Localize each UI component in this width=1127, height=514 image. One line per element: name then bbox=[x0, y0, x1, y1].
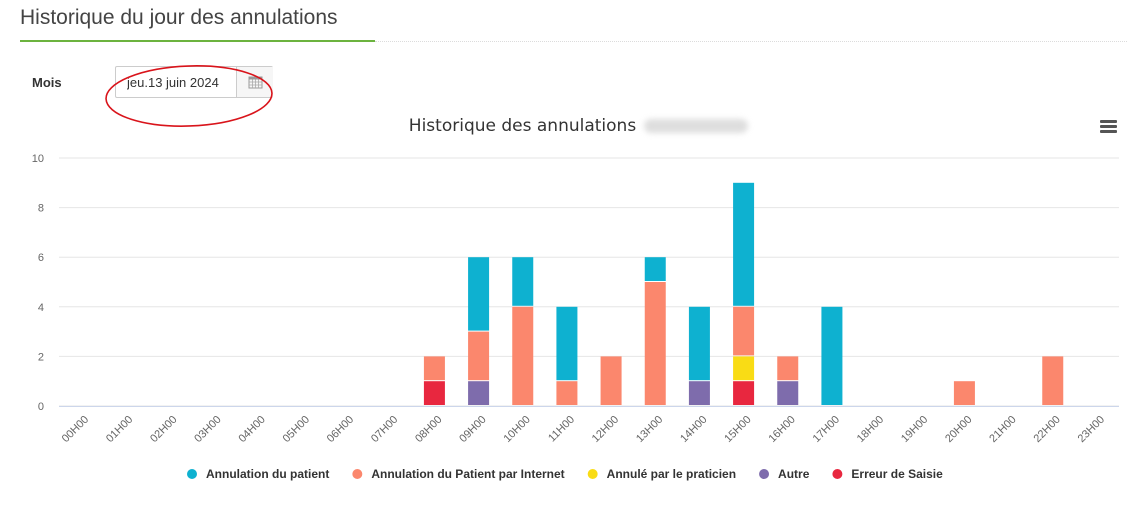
bar-segment bbox=[512, 257, 534, 306]
x-tick-label: 22H00 bbox=[1031, 414, 1062, 445]
x-tick-label: 20H00 bbox=[943, 414, 974, 445]
chart-title-container: Historique des annulations bbox=[0, 116, 1127, 136]
x-tick-label: 14H00 bbox=[678, 414, 709, 445]
legend-label: Autre bbox=[778, 467, 810, 481]
x-tick-label: 23H00 bbox=[1076, 414, 1107, 445]
legend-marker bbox=[352, 469, 363, 479]
bar-segment bbox=[556, 306, 578, 381]
y-tick-label: 2 bbox=[38, 351, 44, 363]
x-tick-label: 17H00 bbox=[811, 414, 842, 445]
x-tick-label: 10H00 bbox=[501, 414, 532, 445]
bar-segment bbox=[777, 356, 799, 381]
x-tick-label: 07H00 bbox=[369, 414, 400, 445]
x-tick-label: 01H00 bbox=[104, 414, 135, 445]
x-tick-label: 00H00 bbox=[60, 414, 91, 445]
x-tick-label: 16H00 bbox=[766, 414, 797, 445]
hamburger-menu-icon[interactable] bbox=[1100, 120, 1117, 134]
bar-segment bbox=[821, 306, 843, 405]
x-tick-label: 21H00 bbox=[987, 414, 1018, 445]
x-tick-label: 19H00 bbox=[899, 414, 930, 445]
x-tick-label: 03H00 bbox=[192, 414, 223, 445]
x-tick-label: 15H00 bbox=[722, 414, 753, 445]
bar-segment bbox=[688, 306, 710, 381]
bar-segment bbox=[644, 257, 666, 281]
x-tick-label: 11H00 bbox=[546, 414, 577, 445]
title-underline bbox=[20, 40, 375, 42]
x-tick-label: 05H00 bbox=[281, 414, 312, 445]
legend-marker bbox=[832, 469, 843, 479]
x-tick-label: 02H00 bbox=[148, 414, 179, 445]
redacted-name bbox=[644, 119, 749, 133]
bar-segment bbox=[644, 282, 666, 405]
bar-segment bbox=[733, 356, 755, 381]
bar-segment bbox=[468, 257, 490, 331]
x-tick-label: 13H00 bbox=[634, 414, 665, 445]
y-tick-label: 6 bbox=[38, 252, 44, 264]
legend-marker bbox=[759, 469, 770, 479]
y-tick-label: 4 bbox=[38, 302, 44, 314]
bar-segment bbox=[468, 331, 490, 381]
bar-segment bbox=[953, 381, 975, 405]
bar-segment bbox=[1042, 356, 1064, 405]
legend-label: Erreur de Saisie bbox=[851, 467, 943, 481]
title-divider bbox=[375, 41, 1127, 42]
bar-segment bbox=[777, 381, 799, 405]
legend-label: Annulé par le praticien bbox=[607, 467, 736, 481]
bar-segment bbox=[423, 356, 445, 381]
bar-segment bbox=[688, 381, 710, 405]
x-tick-label: 09H00 bbox=[457, 414, 488, 445]
page-title: Historique du jour des annulations bbox=[20, 6, 338, 29]
y-tick-label: 10 bbox=[32, 153, 44, 165]
legend-label: Annulation du patient bbox=[206, 467, 329, 481]
month-label: Mois bbox=[32, 75, 62, 90]
y-tick-label: 0 bbox=[38, 401, 44, 413]
bar-segment bbox=[556, 381, 578, 405]
bar-segment bbox=[600, 356, 622, 405]
legend-marker bbox=[587, 469, 598, 479]
legend-marker bbox=[187, 469, 197, 479]
x-tick-label: 06H00 bbox=[325, 414, 356, 445]
y-tick-label: 8 bbox=[38, 203, 44, 215]
x-tick-label: 04H00 bbox=[236, 414, 267, 445]
bar-segment bbox=[512, 306, 534, 405]
x-tick-label: 12H00 bbox=[590, 414, 621, 445]
legend-label: Annulation du Patient par Internet bbox=[371, 467, 564, 481]
bar-segment bbox=[733, 381, 755, 405]
x-tick-label: 18H00 bbox=[855, 414, 886, 445]
bar-segment bbox=[423, 381, 445, 405]
chart-title: Historique des annulations bbox=[408, 116, 637, 136]
x-tick-label: 08H00 bbox=[413, 414, 444, 445]
bar-segment bbox=[468, 381, 490, 405]
bar-segment bbox=[733, 182, 755, 306]
bar-segment bbox=[733, 306, 755, 356]
